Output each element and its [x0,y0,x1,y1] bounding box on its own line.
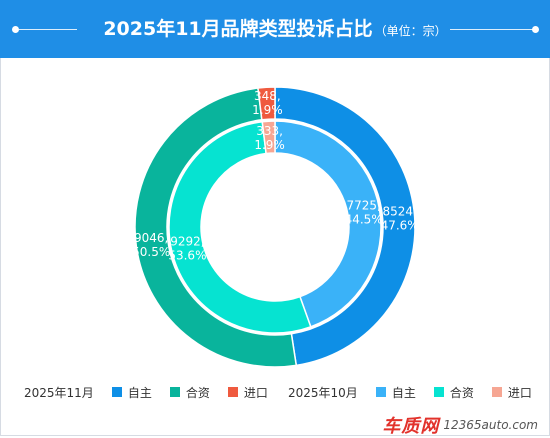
donut-slice-outer-0[interactable] [274,86,416,367]
donut-label-percent-outer-0: 47.6% [381,218,419,232]
legend-label: 合资 [449,385,474,400]
legend-swatch [375,387,386,397]
legend-item-oct-hezi[interactable]: 合资 [433,384,474,401]
donut-label-percent-inner-2: 1.9% [254,138,285,152]
footer: 车质网 12365auto.com [0,410,550,438]
donut-label-percent-inner-1: 53.6% [168,249,206,263]
title-bar: 2025年11月品牌类型投诉占比 （单位：宗） [0,0,550,58]
donut-labels: 8524, 47.6%9046, 50.5%348, 1.9%7725, 44.5%92… [132,89,419,262]
donut-label-outer-0: 8524, 47.6% [381,204,419,232]
donut-chart: 8524, 47.6%9046, 50.5%348, 1.9%7725, 44.5%92… [132,86,419,368]
title-bar-left-line [19,29,77,30]
donut-label-outer-2: 348, 1.9% [252,89,283,117]
legend-label: 合资 [185,385,210,400]
legend-swatch [433,387,444,397]
legend-swatch [227,387,238,397]
donut-label-value-inner-1: 9292, [170,235,204,249]
legend-october-title: 2025年10月 [288,385,358,400]
donut-label-value-outer-1: 9046, [134,231,168,245]
watermark-brand: 车质网 [382,416,440,437]
legend-label: 进口 [243,385,268,400]
donut-label-percent-outer-1: 50.5% [132,245,170,259]
title-bar-right-dot [532,26,539,33]
watermark-logo: 车质网 12365auto.com [382,412,538,438]
donut-slice-inner-0[interactable] [274,120,382,328]
legend-swatch [111,387,122,397]
donut-label-outer-1: 9046, 50.5% [132,231,170,259]
legend-november: 2025年11月 自主 合资 进口 [24,383,286,401]
legend-item-oct-jinkou[interactable]: 进口 [491,384,532,401]
title-bar-right-line [450,29,533,30]
legend-swatch [169,387,180,397]
legend-october: 2025年10月 自主 合资 进口 [288,383,550,401]
donut-rings [134,86,416,368]
donut-label-value-inner-2: 333, [256,124,283,138]
legend-label: 自主 [391,385,416,400]
legend-item-nov-hezi[interactable]: 合资 [169,384,210,401]
donut-slice-outer-2[interactable] [257,86,276,121]
legend-item-nov-zizhu[interactable]: 自主 [111,384,152,401]
chart-title-text: 2025年11月品牌类型投诉占比 [103,18,373,40]
donut-slice-inner-2[interactable] [261,120,276,155]
chart-title-unit: （单位：宗） [374,24,447,38]
title-bar-left-dot [12,26,19,33]
donut-label-percent-inner-0: 44.5% [345,213,383,227]
legend-label: 自主 [127,385,152,400]
donut-label-inner-0: 7725, 44.5% [345,199,383,227]
donut-label-inner-2: 333, 1.9% [254,124,285,152]
chart-title: 2025年11月品牌类型投诉占比 （单位：宗） [0,0,550,58]
donut-label-percent-outer-2: 1.9% [252,103,283,117]
donut-slice-outer-1[interactable] [134,87,298,368]
watermark-url: 12365auto.com [443,418,538,432]
legend-label: 进口 [507,385,532,400]
legend-item-nov-jinkou[interactable]: 进口 [227,384,268,401]
donut-label-inner-1: 9292, 53.6% [168,235,206,263]
legend-november-title: 2025年11月 [24,385,94,400]
donut-label-value-outer-2: 348, [254,89,281,103]
donut-slice-inner-1[interactable] [168,120,312,334]
donut-label-value-inner-0: 7725, [346,199,380,213]
legend-swatch [491,387,502,397]
legend-item-oct-zizhu[interactable]: 自主 [375,384,416,401]
donut-label-value-outer-0: 8524, [382,204,416,218]
